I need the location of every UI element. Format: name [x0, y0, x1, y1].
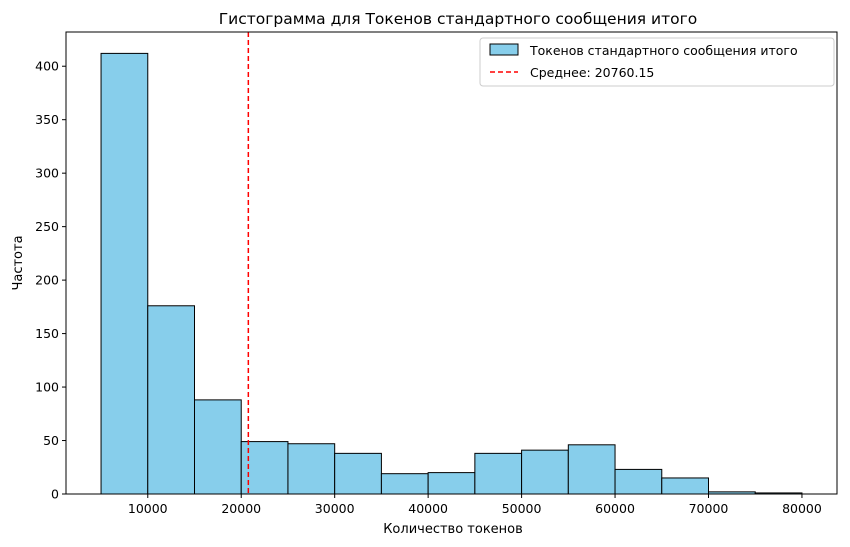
histogram-bar: [194, 399, 242, 495]
y-tick-label: 150: [35, 326, 59, 341]
x-tick-label: 50000: [502, 501, 542, 516]
histogram-bar: [147, 305, 195, 495]
histogram-bar: [380, 473, 429, 495]
x-tick-label: 70000: [689, 501, 729, 516]
y-axis-ticks: 0 50 100 150 200 250 300 350 400: [35, 59, 66, 502]
histogram-bar: [661, 477, 709, 495]
histogram-bar: [334, 452, 382, 495]
histogram-bar: [100, 52, 149, 495]
y-tick-label: 350: [35, 112, 59, 127]
legend-swatch-histogram: [489, 43, 519, 56]
x-tick-label: 20000: [221, 501, 261, 516]
x-axis-ticks: 10000 20000 30000 40000 50000 60000 70000 80000: [128, 494, 822, 516]
x-tick-label: 40000: [408, 501, 448, 516]
bars-group: [100, 52, 803, 495]
legend: Токенов стандартного сообщения итого Сре…: [479, 37, 835, 87]
x-tick-label: 10000: [128, 501, 168, 516]
y-tick-label: 300: [35, 166, 59, 181]
histogram-bar: [474, 452, 523, 495]
legend-box: [479, 37, 835, 87]
x-axis-label: Количество токенов: [383, 522, 523, 537]
x-tick-label: 30000: [315, 501, 355, 516]
y-tick-label: 250: [35, 219, 59, 234]
x-tick-label: 60000: [595, 501, 635, 516]
histogram-bar: [427, 472, 476, 495]
y-tick-label: 50: [43, 433, 59, 448]
legend-label-histogram: Токенов стандартного сообщения итого: [529, 43, 798, 58]
y-tick-label: 100: [35, 380, 59, 395]
histogram-bar: [287, 443, 336, 495]
y-axis-label: Частота: [11, 235, 26, 290]
histogram-bar: [521, 449, 569, 495]
x-tick-label: 80000: [782, 501, 822, 516]
y-tick-label: 200: [35, 273, 59, 288]
chart-title: Гистограмма для Токенов стандартного соо…: [219, 10, 698, 28]
y-tick-label: 0: [51, 487, 59, 502]
y-tick-label: 400: [35, 59, 59, 74]
histogram-bar: [614, 468, 663, 495]
histogram-bar: [567, 444, 616, 495]
plot-frame: [65, 31, 838, 495]
legend-label-mean: Среднее: 20760.15: [530, 65, 654, 80]
